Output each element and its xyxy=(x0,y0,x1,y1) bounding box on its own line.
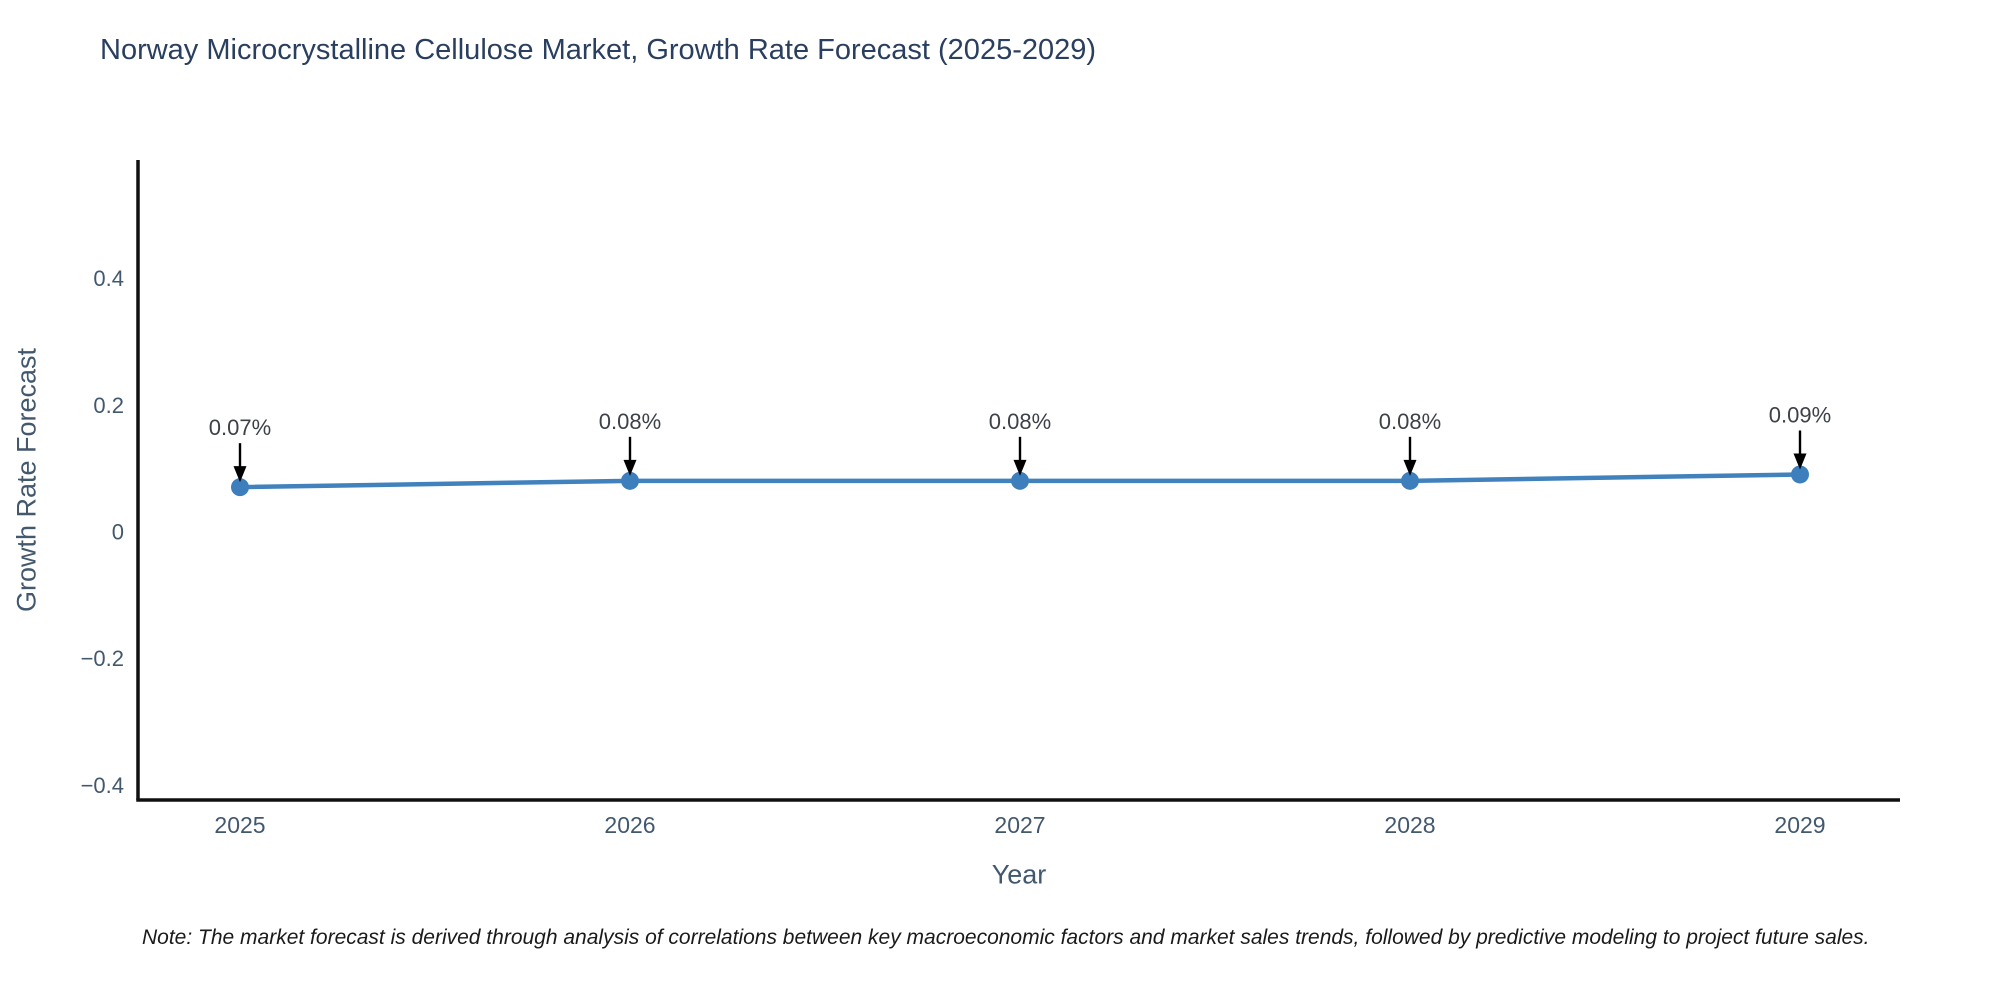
data-point-label: 0.09% xyxy=(1769,402,1831,427)
data-point-marker xyxy=(1791,465,1809,484)
x-axis-title: Year xyxy=(991,859,1047,890)
data-point-label: 0.08% xyxy=(989,409,1051,434)
y-tick-label: −0.4 xyxy=(81,773,124,798)
y-tick-label: 0.4 xyxy=(93,266,124,291)
annotation-arrowhead xyxy=(623,459,637,476)
annotation-arrowhead xyxy=(233,466,247,483)
data-point-label: 0.08% xyxy=(599,409,661,434)
data-point-marker xyxy=(231,478,249,497)
annotation-arrowhead xyxy=(1793,453,1807,470)
annotation-arrowhead xyxy=(1403,459,1417,476)
x-tick-label: 2026 xyxy=(604,812,655,838)
chart-title: Norway Microcrystalline Cellulose Market… xyxy=(100,34,1097,66)
chart-footnote: Note: The market forecast is derived thr… xyxy=(142,926,1870,949)
y-tick-label: 0.2 xyxy=(93,393,124,418)
annotation-arrowhead xyxy=(1013,459,1027,476)
x-tick-label: 2027 xyxy=(994,812,1045,838)
data-point-label: 0.08% xyxy=(1379,409,1441,434)
x-tick-label: 2029 xyxy=(1774,812,1825,838)
y-tick-label: −0.2 xyxy=(81,646,124,671)
data-point-marker xyxy=(1011,471,1029,490)
data-point-marker xyxy=(621,471,639,490)
x-tick-label: 2028 xyxy=(1384,812,1435,838)
data-point-label: 0.07% xyxy=(209,415,271,440)
y-tick-label: 0 xyxy=(112,520,124,545)
data-point-marker xyxy=(1401,471,1419,490)
x-tick-label: 2025 xyxy=(214,812,265,838)
